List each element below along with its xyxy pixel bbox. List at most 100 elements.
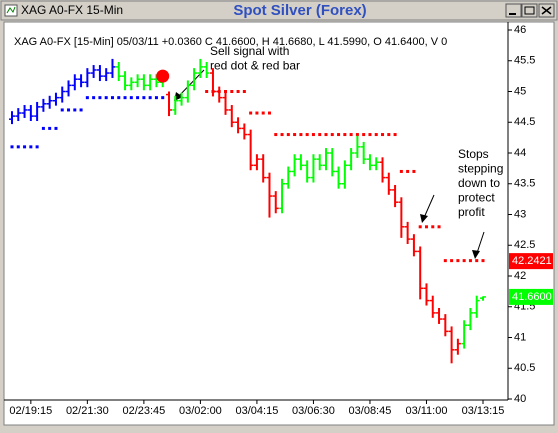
stop-dot (242, 90, 246, 93)
x-tick-label: 02/21:30 (66, 405, 109, 417)
last-value-box (509, 288, 553, 305)
x-tick-label: 03/08:45 (349, 405, 392, 417)
annotation: Sell signal with (210, 44, 289, 58)
stop-dot (161, 96, 165, 100)
stop-dot (293, 133, 297, 137)
stop-dot (280, 133, 284, 137)
annotation: down to (458, 176, 500, 190)
stop-dot (10, 145, 14, 149)
stop-dot (318, 133, 322, 137)
y-tick-label: 43 (514, 208, 526, 220)
stop-dot (299, 133, 303, 137)
stop-dot (368, 133, 372, 137)
annotation: stepping (458, 162, 503, 176)
stop-dot (29, 145, 33, 149)
stop-dot (468, 259, 472, 263)
stop-dot (374, 133, 378, 137)
stop-dot (324, 133, 328, 137)
y-tick-label: 41 (514, 331, 526, 343)
last-value-label: 42.2421 (512, 255, 552, 267)
chart-title: Spot Silver (Forex) (233, 2, 366, 19)
stop-dot (104, 96, 108, 100)
stop-dot (249, 111, 253, 115)
stop-dot (117, 96, 121, 100)
annotation: profit (458, 205, 485, 219)
stop-dot (311, 133, 315, 137)
stop-dot (337, 133, 341, 137)
annotation: Stops (458, 147, 489, 161)
x-tick-label: 02/23:45 (122, 405, 165, 417)
signal-dot (156, 69, 170, 83)
y-tick-label: 40.5 (514, 362, 535, 374)
maximize-button[interactable] (521, 3, 538, 18)
arrowhead (420, 214, 428, 223)
stop-dot (236, 90, 240, 93)
stop-dot (142, 96, 146, 100)
stop-dot (35, 145, 39, 149)
arrowhead (472, 250, 480, 259)
y-tick-label: 42.5 (514, 239, 535, 251)
stop-dot (418, 225, 422, 229)
window-icon[interactable] (4, 4, 18, 17)
stop-dot (481, 259, 485, 263)
stop-dot (48, 126, 52, 130)
y-tick-label: 44 (514, 147, 526, 159)
window-buttons (505, 3, 555, 18)
stop-dot (399, 169, 403, 173)
y-tick-label: 43.5 (514, 178, 535, 190)
stop-dot (224, 90, 228, 93)
stop-dot (431, 225, 435, 229)
stop-dot (92, 96, 96, 100)
last-value-label: 41.6600 (512, 291, 552, 303)
stop-dot (98, 96, 102, 100)
stop-dot (362, 133, 366, 137)
stop-dot (255, 111, 259, 115)
stop-dot (330, 133, 334, 137)
stop-dot (148, 96, 152, 100)
stop-dot (343, 133, 347, 137)
y-tick-label: 45.5 (514, 55, 535, 67)
y-tick-label: 44.5 (514, 116, 535, 128)
stop-dot (129, 96, 133, 100)
stop-dot (60, 108, 64, 112)
stop-dot (437, 225, 441, 229)
stop-dot (424, 225, 428, 229)
chart-header: XAG A0-FX [15-Min] 05/03/11 +0.0360 C 41… (14, 36, 447, 48)
stop-dot (230, 90, 234, 93)
x-tick-label: 03/11:00 (405, 405, 447, 417)
x-tick-label: 03/04:15 (236, 405, 279, 417)
stop-dot (261, 111, 265, 115)
stop-dot (54, 126, 58, 130)
x-tick-label: 02/19:15 (9, 405, 52, 417)
stop-dot (85, 96, 89, 100)
stop-dot (349, 133, 353, 137)
x-tick-label: 03/02:00 (179, 405, 222, 417)
last-value-box (509, 253, 553, 270)
window-icon-glyph (6, 6, 16, 14)
title-bar (0, 0, 558, 21)
stop-dot (205, 90, 209, 93)
y-tick-label: 40 (514, 393, 526, 405)
close-glyph (541, 6, 552, 15)
stop-dot (456, 259, 460, 263)
stop-dot (381, 133, 385, 137)
stop-dot (305, 133, 309, 137)
stop-dot (154, 96, 158, 100)
y-tick-label: 45 (514, 85, 526, 97)
y-tick-label: 46 (514, 24, 526, 36)
stop-dot (274, 133, 278, 137)
window-caption: XAG A0-FX 15-Min (21, 3, 123, 17)
stop-dot (79, 108, 83, 112)
stop-dot (355, 133, 359, 137)
stop-dot (393, 133, 397, 137)
minimize-button[interactable] (505, 3, 522, 18)
stop-dot (443, 259, 447, 263)
stop-dot (67, 108, 71, 112)
stop-dot (73, 108, 77, 112)
stop-dot (267, 111, 271, 115)
stop-dot (462, 259, 466, 263)
stop-dot (16, 145, 20, 149)
annotation: protect (458, 191, 495, 205)
y-tick-label: 42 (514, 270, 526, 282)
